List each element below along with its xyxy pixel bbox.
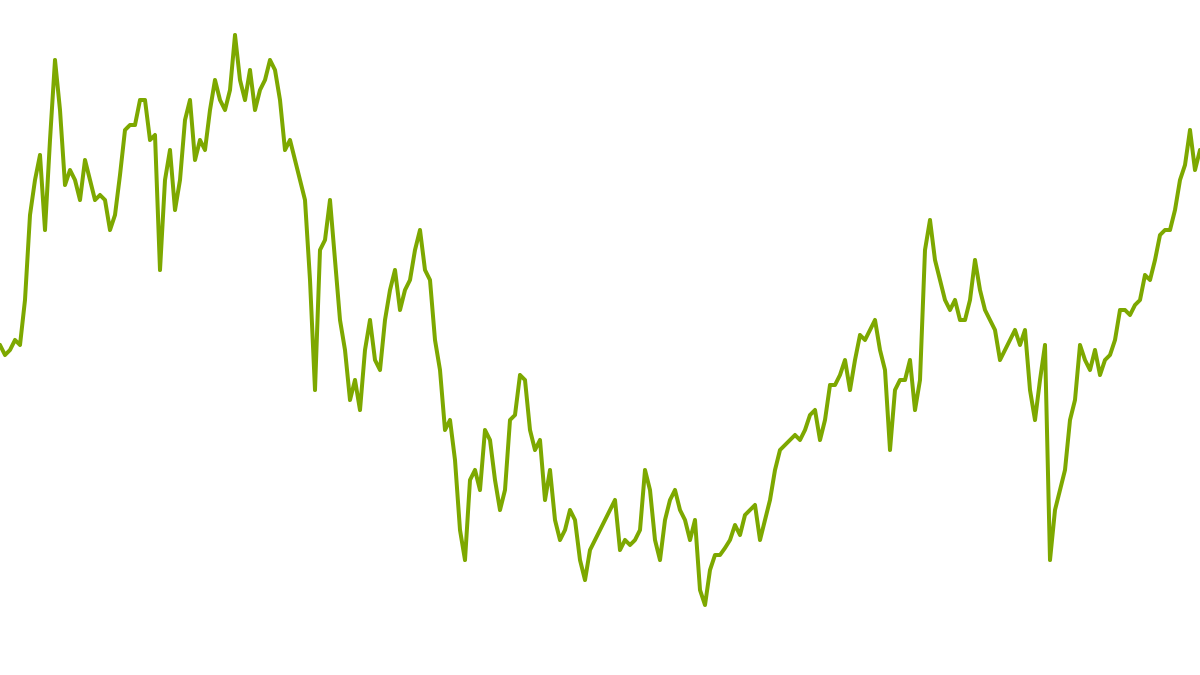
series-layer: [0, 33, 1200, 607]
series-line-0: [0, 33, 1200, 607]
